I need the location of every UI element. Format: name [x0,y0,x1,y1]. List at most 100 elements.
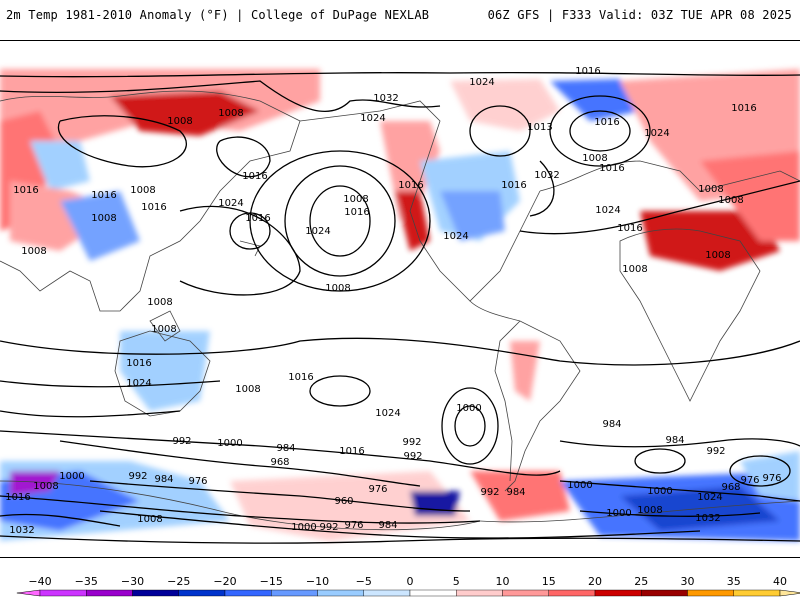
isobar-label: 1013 [527,122,552,133]
isobar-label: 1032 [9,525,34,536]
isobar-label: 1016 [339,446,364,457]
isobar-label: 1016 [617,223,642,234]
colorbar-swatch [224,589,272,597]
colorbar-tick-label: −5 [356,575,372,588]
isobar-label: 1024 [595,205,620,216]
isobar-label: 1000 [647,486,672,497]
map-title: 2m Temp 1981-2010 Anomaly (°F) | College… [6,8,430,22]
colorbar-tick-label: −35 [75,575,98,588]
isobar-label: 1008 [21,246,46,257]
isobar-label: 1024 [469,77,494,88]
isobar-label: 976 [740,475,759,486]
isobar-label: 1016 [13,185,38,196]
colorbar-swatch [409,589,457,597]
colorbar-arrow-high [779,589,800,597]
isobar-label: 1016 [344,207,369,218]
colorbar-tick-label: 10 [496,575,510,588]
colorbar-tick-label: 0 [407,575,414,588]
isobar-label: 992 [172,436,191,447]
isobar-label: 1000 [217,438,242,449]
isobar-label: 1008 [705,250,730,261]
colorbar-swatch [594,589,642,597]
isobar-label: 1008 [622,264,647,275]
colorbar-arrow-low [16,589,41,597]
colorbar-swatch [456,589,503,597]
isobar-label: 1016 [5,492,30,503]
colorbar-tick-label: −30 [121,575,144,588]
isobar-label: 1016 [599,163,624,174]
colorbar-swatch [733,589,781,597]
colorbar-swatch [271,589,318,597]
isobar-label: 1008 [151,324,176,335]
colorbar-swatch [86,589,133,597]
colorbar-swatch [641,589,688,597]
colorbar-swatch [548,589,596,597]
isobar-label: 1032 [373,93,398,104]
isobar-label: 1016 [575,66,600,77]
isobar-label: 1008 [718,195,743,206]
isobar-label: 1024 [126,378,151,389]
colorbar-tick-label: 25 [634,575,648,588]
isobar-label: 992 [403,451,422,462]
isobar-label: 1024 [375,408,400,419]
isobar-label: 1024 [305,226,330,237]
isobar-label: 1008 [343,194,368,205]
isobar-label: 1024 [218,198,243,209]
isobar-label: 1016 [126,358,151,369]
map-header: 2m Temp 1981-2010 Anomaly (°F) | College… [0,0,800,40]
colorbar-tick-label: 40 [773,575,787,588]
isobar-label: 1000 [606,508,631,519]
colorbar-tick-label: −20 [213,575,236,588]
isobar-label: 1000 [456,403,481,414]
isobar-label: 984 [665,435,684,446]
isobar-label: 1016 [594,117,619,128]
weather-map: 1016 1024 1008 1032 1013 1016 1008 1024 … [0,40,800,558]
isobar-label: 1008 [130,185,155,196]
colorbar-canvas: −40 −35 −30 −25 −20 −15 −10 −5 0 5 10 15 20 25 30 35 40 [16,575,800,597]
isobar-label: 976 [344,520,363,531]
isobar-label: 1016 [245,213,270,224]
colorbar-swatch [363,589,411,597]
colorbar-tick-label: 35 [727,575,741,588]
colorbar-swatch [132,589,179,597]
isobar-label: 976 [188,476,207,487]
isobar-label: 1016 [288,372,313,383]
isobar-label: 1008 [91,213,116,224]
isobar-label: 1000 [59,471,84,482]
isobar-label: 984 [506,487,525,498]
isobar-label: 968 [270,457,289,468]
isobar-label: 1008 [698,184,723,195]
isobar-label: 1024 [443,231,468,242]
isobar-label: 1008 [325,283,350,294]
colorbar-swatch [687,589,734,597]
isobar-label: 992 [319,522,338,533]
isobar-contours [0,71,800,544]
isobar-label: 1008 [167,116,192,127]
isobar-label: 984 [378,520,397,531]
colorbar-tick-label: 5 [453,575,460,588]
colorbar-swatch [502,589,549,597]
isobar-label: 1008 [137,514,162,525]
colorbar-swatch [317,589,364,597]
isobar-label: 1016 [141,202,166,213]
isobar-label: 1032 [695,513,720,524]
isobar-label: 1016 [242,171,267,182]
isobar-label: 1000 [567,480,592,491]
isobar-label: 992 [128,471,147,482]
isobar-label: 1008 [582,153,607,164]
colorbar-tick-label: −10 [306,575,329,588]
isobar-label: 1016 [501,180,526,191]
temperature-anomaly-shading [0,69,800,541]
isobar-label: 992 [402,437,421,448]
isobar-label: 984 [602,419,621,430]
colorbar-swatch [178,589,226,597]
anomaly-colorbar: −40 −35 −30 −25 −20 −15 −10 −5 0 5 10 15 20 25 30 35 40 [0,570,800,600]
isobar-label: 976 [368,484,387,495]
colorbar-tick-label: 30 [681,575,695,588]
isobar-label: 1024 [644,128,669,139]
colorbar-tick-label: −15 [260,575,283,588]
model-run-info: 06Z GFS | F333 Valid: 03Z TUE APR 08 202… [487,8,792,22]
isobar-label: 1008 [637,505,662,516]
isobar-label: 1024 [697,492,722,503]
isobar-label: 984 [154,474,173,485]
